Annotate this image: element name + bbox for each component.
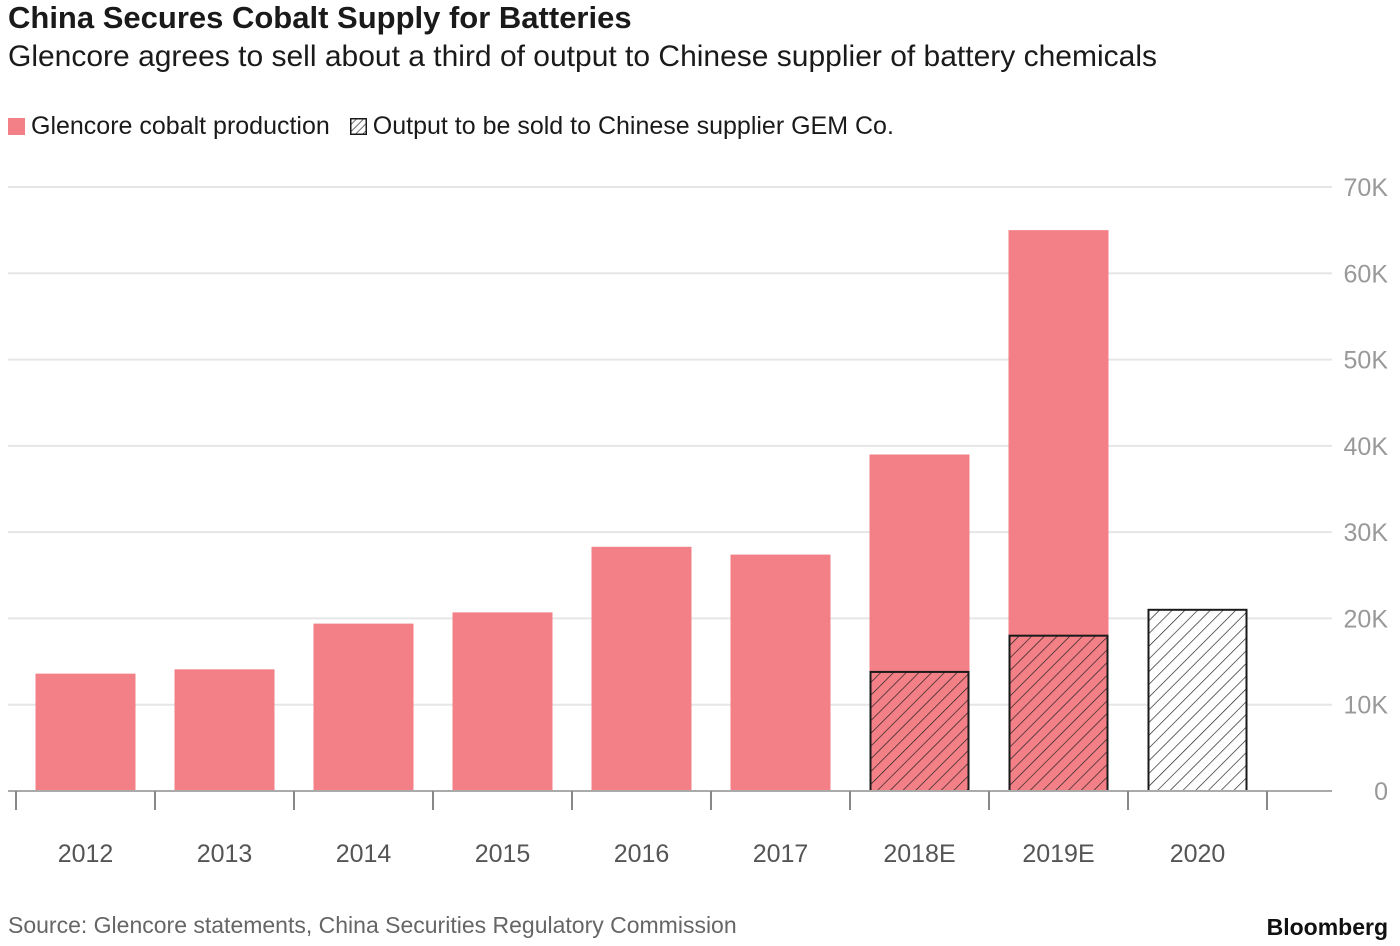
legend-label-production: Glencore cobalt production — [31, 112, 330, 140]
legend-item-production: Glencore cobalt production — [8, 112, 330, 141]
bar-gem-2018E — [869, 670, 970, 793]
x-tick-label-2016: 2016 — [614, 840, 670, 868]
legend: Glencore cobalt production Output to be … — [8, 112, 914, 141]
y-tick-label: 0 — [1374, 778, 1388, 806]
y-tick-label: 50K — [1344, 347, 1389, 375]
chart-subtitle: Glencore agrees to sell about a third of… — [8, 40, 1157, 73]
bar-production-2012 — [35, 673, 136, 791]
y-tick-label: 40K — [1344, 433, 1389, 461]
bar-production-2017 — [730, 554, 831, 791]
x-tick-label-2012: 2012 — [58, 840, 114, 868]
y-tick-label: 20K — [1344, 605, 1389, 633]
x-tick-label-2015: 2015 — [475, 840, 531, 868]
legend-label-gem: Output to be sold to Chinese supplier GE… — [372, 112, 894, 140]
x-tick-label-2020: 2020 — [1170, 840, 1226, 868]
x-tick-label-2014: 2014 — [336, 840, 392, 868]
x-axis: 2012 2013 2014 2015 2016 2017 2018E 2019E 2020 — [8, 790, 1332, 868]
y-tick-label: 10K — [1344, 692, 1389, 720]
x-tick-label-2019E: 2019E — [1022, 840, 1094, 868]
bars — [35, 230, 1248, 793]
y-tick-label: 60K — [1344, 260, 1389, 288]
bar-production-2015 — [452, 612, 553, 791]
x-tick-label-2013: 2013 — [197, 840, 253, 868]
y-tick-label: 70K — [1344, 174, 1389, 202]
bar-gem-2019E — [1008, 634, 1109, 793]
x-tick-label-2017: 2017 — [753, 840, 809, 868]
legend-item-gem: Output to be sold to Chinese supplier GE… — [349, 112, 894, 141]
bar-production-2014 — [313, 623, 414, 791]
bar-production-2016 — [591, 546, 692, 791]
x-tick-label-2018E: 2018E — [883, 840, 955, 868]
bar-gem-2020 — [1147, 608, 1248, 792]
source-note: Source: Glencore statements, China Secur… — [8, 912, 737, 938]
y-tick-label: 30K — [1344, 519, 1389, 547]
grid-lines — [8, 186, 1332, 706]
legend-swatch-production — [8, 118, 25, 135]
y-axis-labels: 0 10K 20K 30K 40K 50K 60K 70K — [1344, 174, 1389, 806]
chart-title: China Secures Cobalt Supply for Batterie… — [8, 0, 632, 35]
brand-logo: Bloomberg — [1266, 914, 1388, 940]
legend-swatch-gem — [349, 118, 367, 135]
bar-production-2013 — [174, 669, 275, 791]
